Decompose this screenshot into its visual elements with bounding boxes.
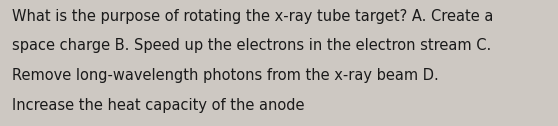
Text: space charge B. Speed up the electrons in the electron stream C.: space charge B. Speed up the electrons i… [12, 38, 492, 53]
Text: What is the purpose of rotating the x-ray tube target? A. Create a: What is the purpose of rotating the x-ra… [12, 9, 494, 24]
Text: Remove long-wavelength photons from the x-ray beam D.: Remove long-wavelength photons from the … [12, 68, 439, 83]
Text: Increase the heat capacity of the anode: Increase the heat capacity of the anode [12, 98, 305, 113]
